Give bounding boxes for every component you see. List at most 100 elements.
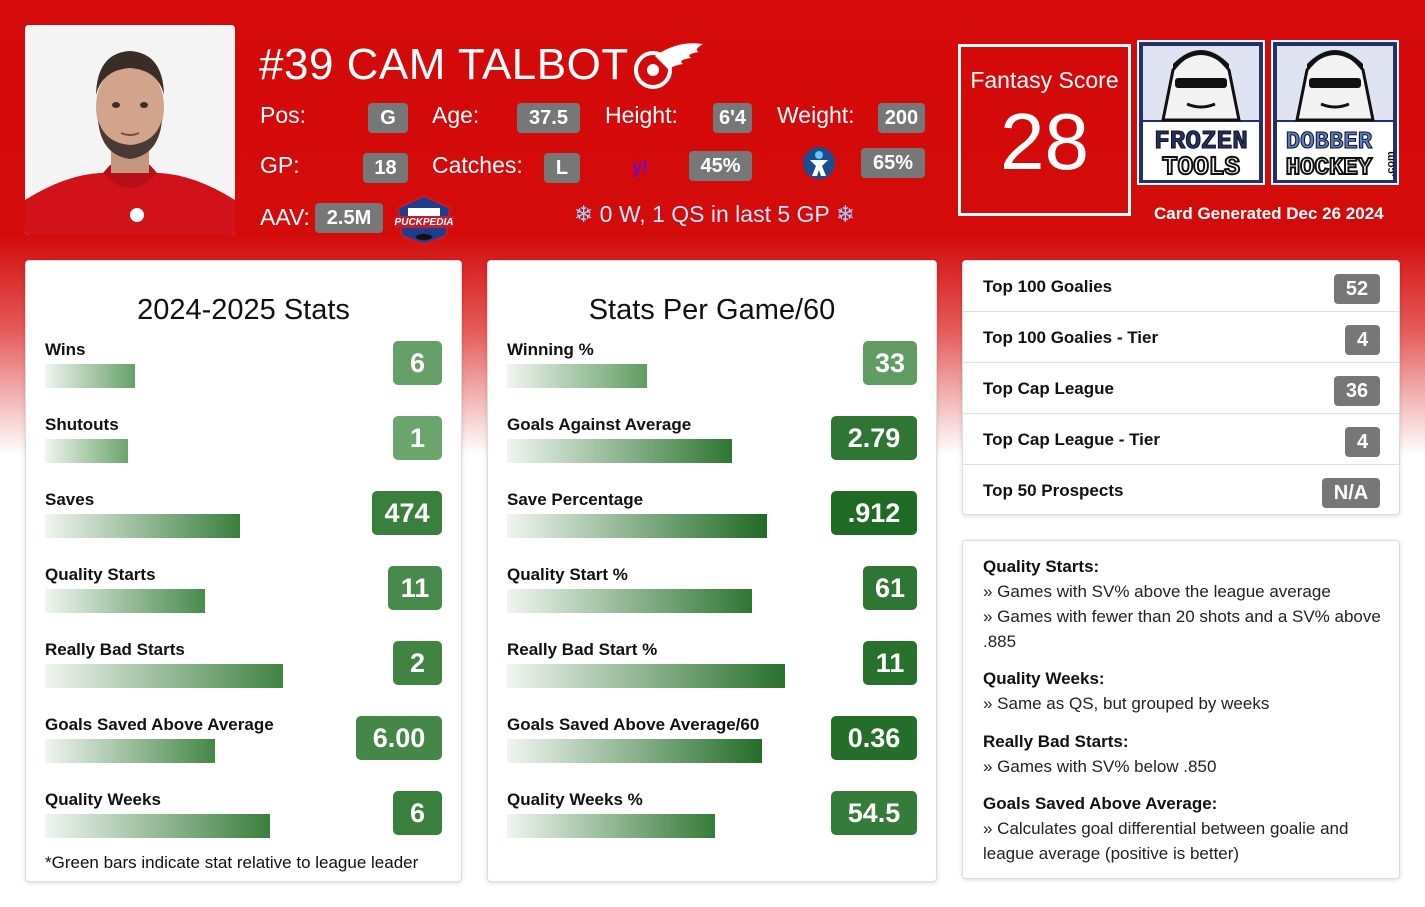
- stat-label: Goals Against Average: [507, 415, 692, 434]
- ranking-row: Top Cap League 36: [963, 363, 1399, 414]
- stat-label: Save Percentage: [507, 490, 644, 509]
- ranking-value: 4: [1345, 325, 1380, 355]
- stat-label: Quality Starts: [45, 565, 156, 584]
- stat-bar: [45, 589, 205, 613]
- height-badge: 6'4: [713, 103, 752, 133]
- ranking-label: Top Cap League: [983, 379, 1114, 398]
- stat-value-badge: 0.36: [831, 716, 917, 760]
- weight-badge: 200: [878, 103, 925, 133]
- ranking-value: 36: [1334, 376, 1380, 406]
- stat-label: Quality Weeks %: [507, 790, 643, 809]
- stat-bar: [45, 814, 270, 838]
- definition-text: » Games with SV% above the league averag…: [983, 582, 1331, 601]
- ranking-row: Top 100 Goalies - Tier 4: [963, 312, 1399, 363]
- ranking-label: Top Cap League - Tier: [983, 430, 1160, 449]
- stat-value-badge: 11: [863, 641, 917, 685]
- stat-value-badge: 54.5: [831, 791, 917, 835]
- stat-value-badge: 61: [863, 566, 917, 610]
- fantasy-score-value: 28: [1000, 97, 1089, 186]
- brand2-top: DOBBER: [1286, 129, 1373, 156]
- definition-text: » Games with SV% below .850: [983, 757, 1217, 776]
- stat-bar: [45, 664, 283, 688]
- age-label: Age:: [432, 102, 480, 128]
- definition-text: » Same as QS, but grouped by weeks: [983, 694, 1270, 713]
- stat-bar: [507, 739, 762, 763]
- stat-label: Shutouts: [45, 415, 119, 434]
- espn-player-icon: [803, 147, 835, 179]
- yahoo-icon: y!: [632, 157, 648, 177]
- definition-title: Quality Starts:: [983, 557, 1100, 576]
- ranking-label: Top 50 Prospects: [983, 481, 1124, 500]
- definition-text: » Calculates goal differential between g…: [983, 819, 1349, 863]
- stat-value-badge: 6: [393, 791, 442, 835]
- pos-label: Pos:: [260, 102, 307, 128]
- stat-bar: [507, 439, 732, 463]
- stat-value-badge: 1: [393, 416, 442, 460]
- puckpedia-logo[interactable]: PUCKPEDIA: [390, 190, 458, 246]
- stat-value-badge: 2: [393, 641, 442, 685]
- stat-label: Really Bad Starts: [45, 640, 185, 659]
- frozen-tools-logo[interactable]: FROZEN TOOLS: [1137, 40, 1265, 185]
- ranking-label: Top 100 Goalies: [983, 277, 1113, 296]
- stat-label: Goals Saved Above Average: [45, 715, 274, 734]
- ranking-value: 4: [1345, 427, 1380, 457]
- yahoo-rostered-badge: 45%: [689, 151, 752, 181]
- card-generated-date: Card Generated Dec 26 2024: [1154, 204, 1384, 223]
- brand1-top: FROZEN: [1154, 126, 1248, 156]
- footnote: *Green bars indicate stat relative to le…: [45, 853, 419, 872]
- stat-value-badge: 6: [393, 341, 442, 385]
- stat-bar: [45, 739, 215, 763]
- season-stats-title: 2024-2025 Stats: [137, 294, 350, 326]
- brand2-bottom: HOCKEY: [1286, 155, 1373, 182]
- stat-bar: [45, 439, 128, 463]
- gp-badge: 18: [363, 153, 408, 183]
- stat-bar: [507, 589, 752, 613]
- dobber-hockey-logo[interactable]: DOBBER HOCKEY .com: [1271, 40, 1399, 185]
- stat-bar: [507, 514, 767, 538]
- per-game-stats-card: Stats Per Game/60: [487, 260, 937, 882]
- definition-text: » Games with fewer than 20 shots and a S…: [983, 607, 1381, 651]
- ranking-value: N/A: [1322, 478, 1380, 508]
- snowflake-icon: ❄: [574, 201, 594, 227]
- stat-label: Wins: [45, 340, 86, 359]
- stat-value-badge: 474: [372, 491, 442, 535]
- ranking-row: Top 50 Prospects N/A: [963, 465, 1399, 516]
- player-name: #39 CAM TALBOT: [259, 40, 629, 89]
- definition-title: Really Bad Starts:: [983, 732, 1129, 751]
- stat-value-badge: 2.79: [831, 416, 917, 460]
- last5-text: 0 W, 1 QS in last 5 GP: [599, 201, 830, 227]
- age-badge: 37.5: [517, 103, 580, 133]
- stat-label: Winning %: [507, 340, 594, 359]
- stat-bar: [507, 664, 785, 688]
- stat-value-badge: 11: [388, 566, 442, 610]
- brand2-side: .com: [1385, 151, 1397, 177]
- stat-value-badge: 33: [863, 341, 917, 385]
- definitions-card: Quality Starts: » Games with SV% above t…: [962, 540, 1400, 879]
- aav-badge: 2.5M: [315, 203, 383, 233]
- definition-title: Quality Weeks:: [983, 669, 1105, 688]
- stat-label: Quality Start %: [507, 565, 628, 584]
- stat-bar: [507, 814, 715, 838]
- fantasy-score-label: Fantasy Score: [970, 67, 1119, 93]
- definition-title: Goals Saved Above Average:: [983, 794, 1218, 813]
- stat-value-badge: 6.00: [356, 716, 442, 760]
- stat-label: Saves: [45, 490, 95, 509]
- per-game-stats-title: Stats Per Game/60: [588, 294, 836, 326]
- stat-bar: [45, 514, 240, 538]
- stat-value-badge: .912: [831, 491, 917, 535]
- height-label: Height:: [605, 102, 678, 128]
- stat-label: Really Bad Start %: [507, 640, 658, 659]
- ranking-value: 52: [1334, 274, 1380, 304]
- stat-label: Goals Saved Above Average/60: [507, 715, 760, 734]
- stat-bar: [45, 364, 135, 388]
- ranking-row: Top 100 Goalies 52: [963, 261, 1399, 312]
- snowflake-icon: ❄: [835, 201, 856, 227]
- espn-rostered-badge: 65%: [861, 148, 925, 178]
- catches-label: Catches:: [432, 152, 523, 178]
- aav-label: AAV:: [260, 204, 310, 230]
- rankings-card: Top 100 Goalies 52 Top 100 Goalies - Tie…: [962, 260, 1400, 515]
- catches-badge: L: [544, 153, 580, 183]
- ranking-label: Top 100 Goalies - Tier: [983, 328, 1159, 347]
- ranking-row: Top Cap League - Tier 4: [963, 414, 1399, 465]
- stat-label: Quality Weeks: [45, 790, 161, 809]
